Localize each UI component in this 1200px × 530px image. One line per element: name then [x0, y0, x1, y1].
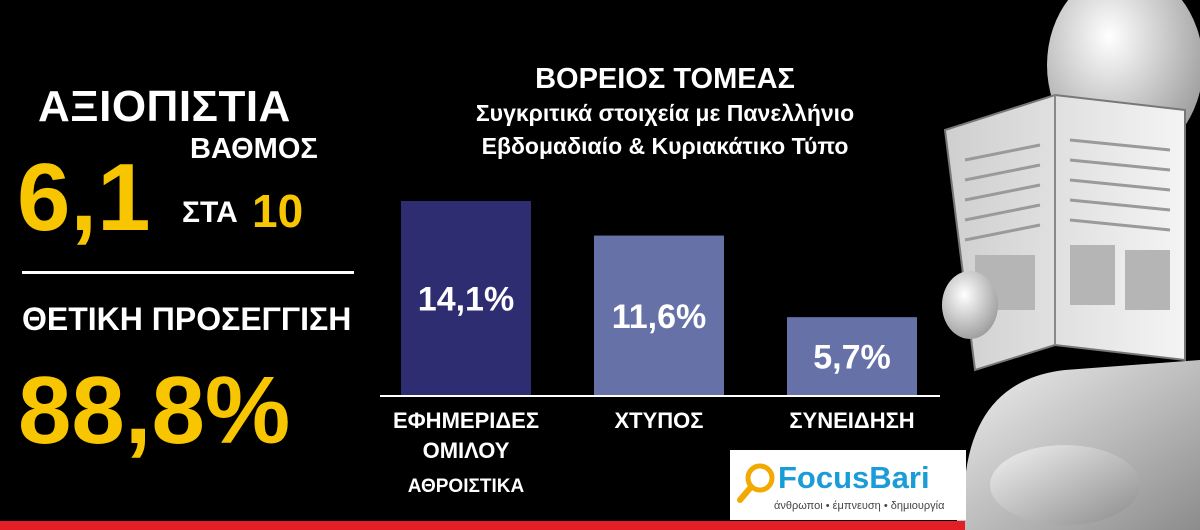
bar-2 — [787, 317, 917, 396]
chart-subtitle-line2: Εβδομαδιαίο & Κυριακάτικο Τύπο — [481, 133, 849, 160]
chart-subtitle-line1: Συγκριτικά στοιχεία με Πανελλήνιο — [475, 99, 855, 126]
out-of-label: ΣΤΑ — [182, 196, 238, 229]
bar-value-label-0: 14,1% — [418, 281, 514, 319]
chart-title-block: ΒΟΡΕΙΟΣ ΤΟΜΕΑΣ Συγκριτικά στοιχεία με Πα… — [390, 62, 940, 163]
grade-label: ΒΑΘΜΟΣ — [190, 133, 318, 165]
logo-tagline: άνθρωποι • έμπνευση • δημιουργία — [774, 500, 945, 512]
positive-approach-value: 88,8% — [18, 357, 291, 464]
left-panel: ΑΞΙΟΠΙΣΤΙΑ ΒΑΘΜΟΣ 6,1 ΣΤΑ 10 ΘΕΤΙΚΗ ΠΡΟΣ… — [0, 0, 380, 530]
reliability-score: 6,1 — [17, 144, 151, 251]
category-label-0-0: ΕΦΗΜΕΡΙΔΕΣ — [393, 408, 539, 433]
category-label-0-2: ΑΘΡΟΙΣΤΙΚΑ — [408, 476, 525, 497]
scale-max: 10 — [252, 185, 304, 237]
category-label-1-0: ΧΤΥΠΟΣ — [615, 408, 704, 433]
chart-title: ΒΟΡΕΙΟΣ ΤΟΜΕΑΣ — [535, 63, 795, 95]
category-label-0-1: ΟΜΙΛΟΥ — [423, 438, 510, 463]
category-label-2-0: ΣΥΝΕΙΔΗΣΗ — [789, 408, 914, 433]
bar-0 — [401, 201, 531, 396]
divider — [22, 271, 354, 274]
magnifier-icon — [737, 463, 775, 503]
positive-approach-label: ΘΕΤΙΚΗ ΠΡΟΣΕΓΓΙΣΗ — [22, 301, 352, 337]
bar-value-label-2: 5,7% — [813, 339, 891, 377]
reliability-label: ΑΞΙΟΠΙΣΤΙΑ — [38, 82, 291, 131]
bar-1 — [594, 235, 724, 396]
bar-value-label-1: 11,6% — [612, 298, 707, 336]
logo-name: FocusBari — [778, 460, 930, 495]
bottom-accent-strip — [0, 521, 965, 530]
focusbari-logo: FocusBari άνθρωποι • έμπνευση • δημιουργ… — [730, 450, 966, 520]
person-reading-newspaper-icon — [942, 0, 1200, 530]
